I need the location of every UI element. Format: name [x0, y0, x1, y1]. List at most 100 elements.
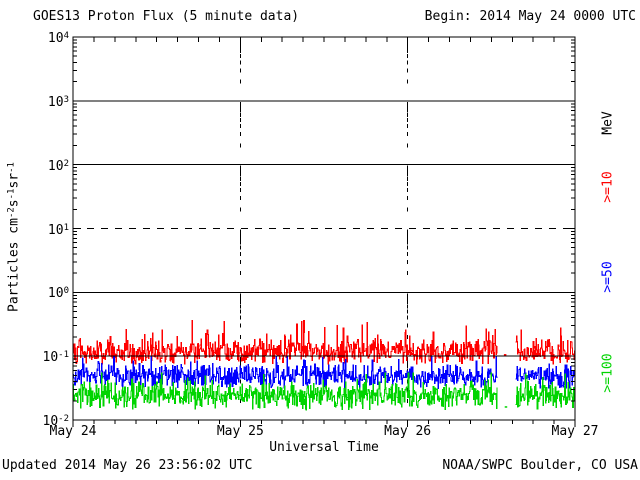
- day-gridline-dash: [239, 196, 241, 201]
- day-gridline-dash: [239, 300, 241, 305]
- y-axis-title: Particles cm-2s-1sr-1: [6, 162, 22, 312]
- x-axis-title: Universal Time: [269, 440, 379, 455]
- day-gridline-dash: [239, 304, 241, 309]
- day-gridline-dash: [407, 309, 409, 314]
- day-gridline-dash: [407, 334, 409, 339]
- day-gridline-dash: [239, 176, 241, 181]
- day-gridline-dash: [407, 360, 409, 365]
- day-gridline-dash: [239, 245, 241, 250]
- y-tick-label-10e3: 103: [47, 94, 69, 110]
- day-gridline-dash: [407, 108, 409, 113]
- day-gridline-dash: [407, 118, 409, 123]
- day-gridline-dash: [239, 79, 241, 84]
- day-gridline-dash: [239, 360, 241, 365]
- day-gridline-dash: [239, 54, 241, 59]
- day-gridline-dash: [239, 188, 241, 193]
- day-gridline-dash: [407, 188, 409, 193]
- day-gridline-dash: [407, 124, 409, 129]
- y-tick-label-10e-2: 10-2: [42, 414, 70, 429]
- day-gridline-dash: [239, 259, 241, 264]
- day-gridline-dash: [407, 398, 409, 403]
- day-gridline-dash: [239, 323, 241, 328]
- series-line-gege10: [73, 320, 575, 365]
- series-line-gege100: [73, 372, 575, 411]
- begin-time-label: Begin: 2014 May 24 0000 UTC: [424, 9, 636, 24]
- day-gridline-dash: [407, 68, 409, 73]
- day-gridline-dash: [407, 357, 409, 362]
- day-gridline-dash: [239, 118, 241, 123]
- day-gridline-dash: [407, 229, 409, 234]
- chart-title: GOES13 Proton Flux (5 minute data): [33, 9, 300, 24]
- x-tick-label-2: May 26: [384, 424, 432, 439]
- day-gridline-dash: [239, 309, 241, 314]
- y-tick-label-10e0: 100: [47, 286, 69, 302]
- day-gridline-dash: [407, 240, 409, 245]
- day-gridline-dash: [239, 271, 241, 276]
- legend-label-50mev: >=50: [600, 261, 616, 293]
- day-gridline-dash: [239, 181, 241, 186]
- x-tick-label-3: May 27: [551, 424, 599, 439]
- day-gridline-dash: [407, 112, 409, 117]
- day-gridline-dash: [239, 165, 241, 170]
- day-gridline-dash: [239, 49, 241, 54]
- day-gridline-dash: [239, 229, 241, 234]
- day-gridline-dash: [239, 101, 241, 106]
- day-gridline-dash: [239, 236, 241, 241]
- day-gridline-dash: [239, 240, 241, 245]
- day-gridline-dash: [407, 132, 409, 137]
- day-gridline-dash: [239, 132, 241, 137]
- day-gridline-dash: [239, 296, 241, 301]
- credit-label: NOAA/SWPC Boulder, CO USA: [442, 458, 638, 473]
- day-gridline-dash: [407, 293, 409, 298]
- day-gridline-dash: [407, 176, 409, 181]
- day-gridline-dash: [407, 323, 409, 328]
- mev-unit-label: MeV: [600, 111, 616, 135]
- day-gridline-dash: [239, 232, 241, 237]
- day-gridline-dash: [407, 296, 409, 301]
- day-gridline-dash: [407, 236, 409, 241]
- legend-label-10mev: >=10: [600, 171, 616, 203]
- day-gridline-dash: [407, 196, 409, 201]
- y-tick-label-10e4: 104: [47, 31, 69, 46]
- day-gridline-dash: [407, 373, 409, 378]
- day-gridline-dash: [407, 259, 409, 264]
- day-gridline-dash: [239, 44, 241, 49]
- day-gridline-dash: [239, 379, 241, 384]
- series-line-gege50: [73, 355, 575, 390]
- day-gridline-dash: [239, 172, 241, 177]
- day-gridline-dash: [407, 207, 409, 212]
- day-gridline-dash: [407, 251, 409, 256]
- day-gridline-dash: [407, 54, 409, 59]
- y-tick-label-10e2: 102: [47, 158, 69, 174]
- day-gridline-dash: [239, 398, 241, 403]
- day-gridline-dash: [239, 334, 241, 339]
- day-gridline-dash: [407, 165, 409, 170]
- day-gridline-dash: [407, 105, 409, 110]
- day-gridline-dash: [407, 168, 409, 173]
- day-gridline-dash: [407, 172, 409, 177]
- day-gridline-dash: [239, 60, 241, 65]
- day-gridline-dash: [407, 379, 409, 384]
- y-tick-label-10e-1: 10-1: [42, 350, 70, 366]
- day-gridline-dash: [407, 364, 409, 369]
- day-gridline-dash: [239, 207, 241, 212]
- day-gridline-dash: [239, 168, 241, 173]
- day-gridline-dash: [407, 49, 409, 54]
- day-gridline-dash: [239, 68, 241, 73]
- day-gridline-dash: [407, 315, 409, 320]
- day-gridline-dash: [407, 245, 409, 250]
- updated-timestamp: Updated 2014 May 26 23:56:02 UTC: [2, 458, 253, 473]
- day-gridline-dash: [239, 105, 241, 110]
- day-gridline-dash: [407, 271, 409, 276]
- day-gridline-dash: [407, 143, 409, 148]
- day-gridline-dash: [407, 181, 409, 186]
- day-gridline-dash: [407, 60, 409, 65]
- day-gridline-dash: [239, 251, 241, 256]
- day-gridline-dash: [407, 79, 409, 84]
- x-tick-label-1: May 25: [216, 424, 264, 439]
- x-tick-label-0: May 24: [49, 424, 97, 439]
- day-gridline-dash: [407, 44, 409, 49]
- day-gridline-dash: [239, 108, 241, 113]
- day-gridline-dash: [407, 101, 409, 106]
